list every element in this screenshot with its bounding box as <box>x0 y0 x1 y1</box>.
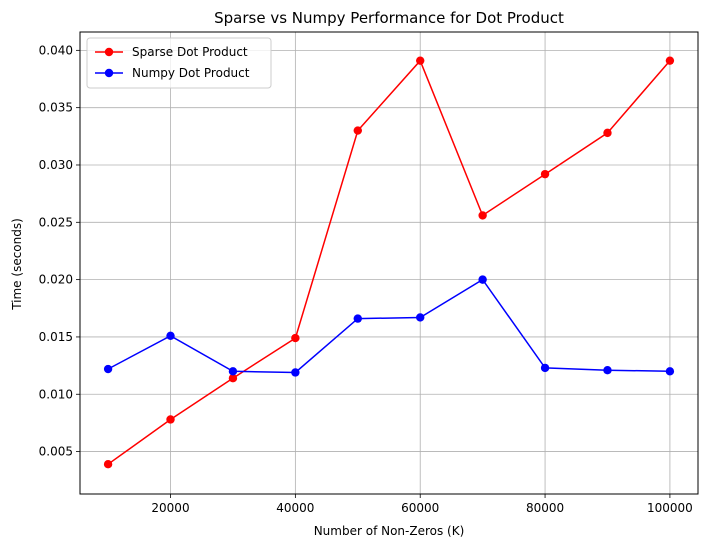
y-tick-label: 0.040 <box>39 43 73 57</box>
chart-title: Sparse vs Numpy Performance for Dot Prod… <box>214 9 564 27</box>
data-point <box>291 368 300 377</box>
data-point <box>228 374 238 383</box>
data-point <box>228 367 238 376</box>
y-tick-label: 0.010 <box>39 387 73 401</box>
y-axis-label: Time (seconds) <box>10 218 24 311</box>
data-point <box>603 128 612 138</box>
series-lines <box>103 56 675 469</box>
data-point <box>478 275 487 284</box>
data-point <box>416 313 425 322</box>
y-tick-label: 0.005 <box>39 445 73 459</box>
x-tick-label: 20000 <box>151 501 189 515</box>
data-point <box>665 367 675 376</box>
x-axis-label: Number of Non-Zeros (K) <box>314 524 465 538</box>
x-axis: 20000 40000 60000 80000 100000 <box>151 494 693 515</box>
legend-box <box>86 37 272 89</box>
data-point <box>540 169 550 179</box>
series-line-1 <box>107 278 670 374</box>
y-tick-label: 0.030 <box>39 158 73 172</box>
y-axis: 0.005 0.010 0.015 0.020 0.025 0.030 0.035 0.040 <box>39 43 80 459</box>
x-tick-label: 100000 <box>647 501 693 515</box>
data-point <box>603 365 612 375</box>
data-point <box>416 56 425 65</box>
y-tick-label: 0.020 <box>39 273 73 287</box>
legend-label: Numpy Dot Product <box>132 66 250 80</box>
data-point <box>478 211 487 220</box>
x-tick-label: 60000 <box>401 501 439 515</box>
data-point <box>540 363 550 373</box>
x-tick-label: 40000 <box>276 501 314 515</box>
data-point <box>166 331 175 340</box>
legend-label: Sparse Dot Product <box>132 45 248 59</box>
legend-marker <box>104 47 114 57</box>
legend-marker <box>104 68 114 78</box>
plot-frame <box>79 31 699 495</box>
data-point <box>665 56 675 65</box>
data-point <box>103 459 113 469</box>
series-line-0 <box>107 59 671 465</box>
grid <box>80 32 698 494</box>
data-point <box>353 314 362 323</box>
legend: Sparse Dot Product Numpy Dot Product <box>86 37 272 89</box>
data-point <box>353 126 362 135</box>
y-tick-label: 0.025 <box>39 215 73 229</box>
data-point <box>291 333 300 343</box>
y-tick-label: 0.035 <box>39 101 73 115</box>
data-point <box>103 364 113 374</box>
y-tick-label: 0.015 <box>39 330 73 344</box>
data-point <box>166 415 175 424</box>
x-tick-label: 80000 <box>526 501 564 515</box>
